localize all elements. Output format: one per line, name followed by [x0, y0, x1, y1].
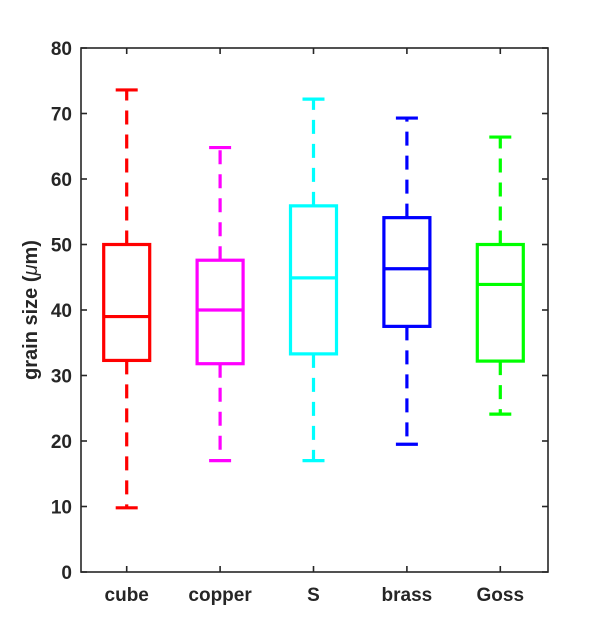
iqr-box-Goss — [475, 242, 525, 363]
y-tick-label-60: 60 — [51, 170, 72, 191]
box-brass — [382, 116, 432, 446]
y-tick-label-20: 20 — [51, 432, 72, 453]
y-tick-label-10: 10 — [51, 498, 72, 519]
iqr-box-S — [288, 204, 339, 356]
y-axis-title-prefix: grain size ( — [20, 275, 42, 380]
x-tick-label-Goss: Goss — [477, 585, 525, 606]
x-tick-label-brass: brass — [382, 585, 433, 606]
y-axis-title-suffix: m) — [20, 240, 42, 264]
iqr-box-cube — [102, 242, 152, 363]
iqr-box-brass — [382, 216, 432, 328]
y-tick-label-70: 70 — [51, 105, 72, 126]
box-cube — [102, 88, 152, 510]
y-tick-label-40: 40 — [51, 301, 72, 322]
y-tick-label-80: 80 — [51, 39, 72, 60]
y-axis-title-symbol: μ — [20, 264, 42, 276]
y-tick-label-50: 50 — [51, 236, 72, 257]
plot-frame — [80, 47, 549, 573]
y-tick-label-0: 0 — [61, 563, 72, 584]
box-Goss — [475, 135, 525, 416]
box-S — [288, 97, 339, 463]
x-tick-label-cube: cube — [105, 585, 149, 606]
x-tick-label-copper: copper — [188, 585, 252, 606]
y-axis-title: grain size (μm) — [20, 240, 42, 380]
boxes-group — [102, 88, 525, 510]
y-tick-label-30: 30 — [51, 367, 72, 388]
iqr-box-copper — [195, 258, 245, 366]
box-copper — [195, 145, 245, 463]
x-tick-label-S: S — [307, 585, 320, 606]
